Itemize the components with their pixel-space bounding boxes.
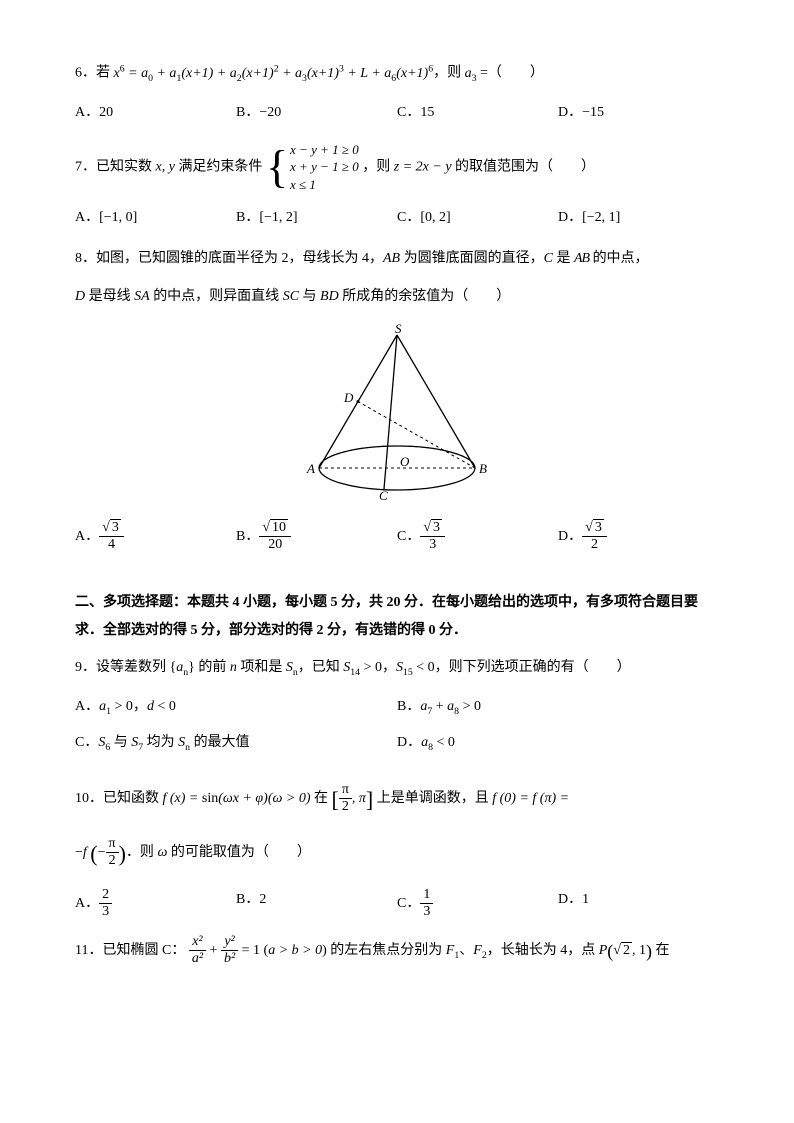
- q9-opt-b[interactable]: B．a7 + a8 > 0: [397, 694, 719, 721]
- q8-opt-a[interactable]: A．√34: [75, 520, 236, 553]
- q9-opt-c[interactable]: C．S6 与 S7 均为 Sn 的最大值: [75, 730, 397, 757]
- q7-opt-d[interactable]: D．[−2, 1]: [558, 205, 719, 232]
- q6-opt-a[interactable]: A．20: [75, 100, 236, 127]
- svg-text:O: O: [400, 454, 410, 469]
- q8-opt-c[interactable]: C．√33: [397, 520, 558, 553]
- section-2-title: 二、多项选择题：本题共 4 小题，每小题 5 分，共 20 分．在每小题给出的选…: [75, 589, 719, 645]
- q9-opt-a[interactable]: A．a1 > 0，d < 0: [75, 694, 397, 721]
- q10-opt-a[interactable]: A．23: [75, 887, 236, 920]
- q6-opt-c[interactable]: C．15: [397, 100, 558, 127]
- q6-stem-post: ，则 a3 =（ ）: [433, 66, 544, 81]
- q7-opt-c[interactable]: C．[0, 2]: [397, 205, 558, 232]
- q8-stem1: 8．如图，已知圆锥的底面半径为 2，母线长为 4，AB 为圆锥底面圆的直径，C …: [75, 246, 719, 273]
- q6-opt-d[interactable]: D．−15: [558, 100, 719, 127]
- q7-opt-a[interactable]: A．[−1, 0]: [75, 205, 236, 232]
- q7-stem-post: ，则 z = 2x − y 的取值范围为（ ）: [362, 159, 595, 174]
- svg-text:C: C: [379, 488, 388, 501]
- svg-text:A: A: [306, 461, 315, 476]
- svg-text:B: B: [479, 461, 487, 476]
- cone-figure: S A B C D O: [75, 323, 719, 512]
- q7-opt-b[interactable]: B．[−1, 2]: [236, 205, 397, 232]
- q8-stem2: D 是母线 SA 的中点，则异面直线 SC 与 BD 所成角的余弦值为（ ）: [75, 284, 719, 311]
- q7-system: { x − y + 1 ≥ 0 x + y − 1 ≥ 0 x ≤ 1: [266, 141, 359, 194]
- q6-math: x6 = a0 + a1(x+1) + a2(x+1)2 + a3(x+1)3 …: [114, 66, 434, 81]
- q6-stem-pre: 6．若: [75, 66, 114, 81]
- q7: 7．已知实数 x, y 满足约束条件 { x − y + 1 ≥ 0 x + y…: [75, 141, 719, 194]
- q11-stem: 11．已知椭圆 C： x²a² + y²b² = 1 (a > b > 0) 的…: [75, 934, 719, 968]
- q10-opt-b[interactable]: B．2: [236, 887, 397, 920]
- q9-stem: 9．设等差数列 {an} 的前 n 项和是 Sn，已知 S14 > 0，S15 …: [75, 655, 719, 682]
- q7-stem-pre: 7．已知实数 x, y 满足约束条件: [75, 159, 266, 174]
- q6-opt-b[interactable]: B．−20: [236, 100, 397, 127]
- q8-opt-b[interactable]: B．√1020: [236, 520, 397, 553]
- q10-opt-c[interactable]: C．13: [397, 887, 558, 920]
- q8-opt-d[interactable]: D．√32: [558, 520, 719, 553]
- q10-stem-l1: 10．已知函数 f (x) = sin(ωx + φ)(ω > 0) 在 [π2…: [75, 779, 719, 821]
- svg-text:D: D: [343, 390, 354, 405]
- q9-opt-d[interactable]: D．a8 < 0: [397, 730, 719, 757]
- q10-opt-d[interactable]: D．1: [558, 887, 719, 920]
- svg-text:S: S: [395, 323, 402, 336]
- q10-stem-l2: −f (−π2)．则 ω 的可能取值为（ ）: [75, 833, 719, 875]
